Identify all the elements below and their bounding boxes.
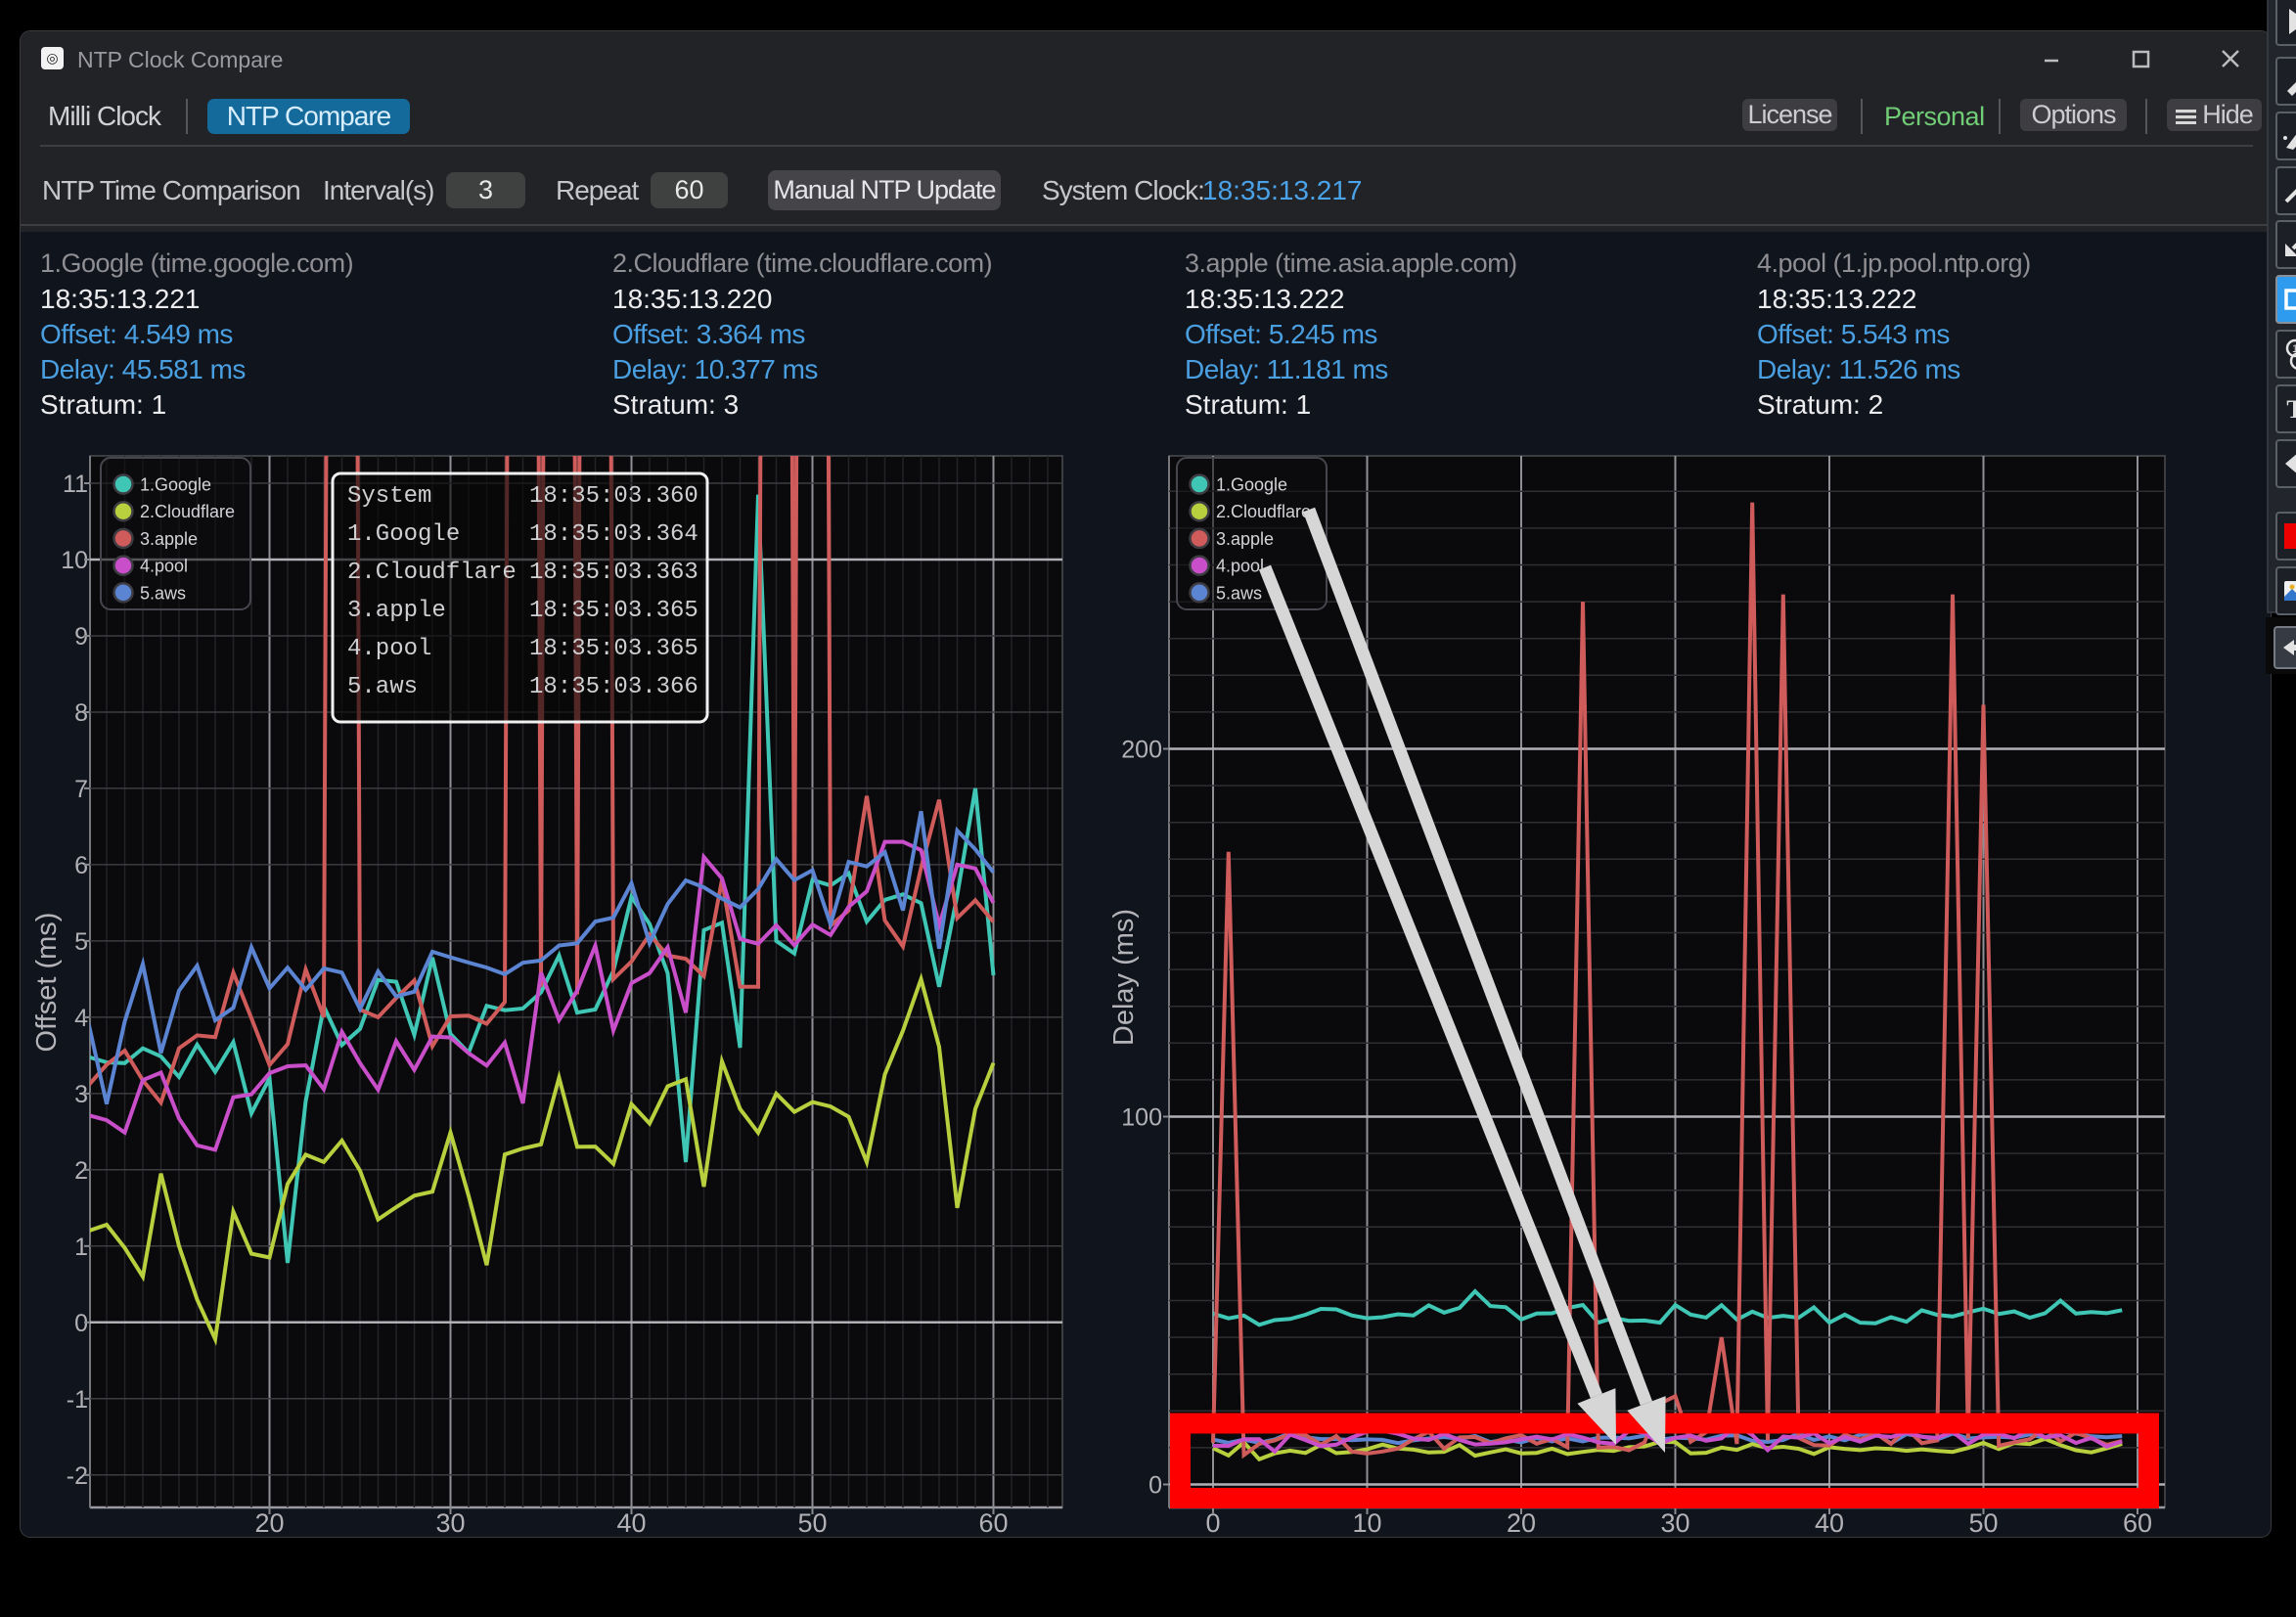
svg-text:18:35:03.366: 18:35:03.366 — [529, 674, 698, 700]
svg-text:4.pool: 4.pool — [1216, 557, 1264, 576]
svg-text:100: 100 — [1121, 1104, 1162, 1132]
svg-text:5.aws: 5.aws — [347, 674, 418, 700]
svg-text:Offset (ms): Offset (ms) — [31, 913, 63, 1053]
svg-text:1: 1 — [2292, 343, 2296, 355]
svg-text:2: 2 — [74, 1157, 88, 1185]
svg-text:5.aws: 5.aws — [1216, 583, 1262, 603]
svg-text:5: 5 — [74, 928, 88, 956]
svg-text:4.pool: 4.pool — [347, 636, 431, 662]
svg-text:Delay (ms): Delay (ms) — [1108, 909, 1140, 1046]
svg-text:18:35:03.360: 18:35:03.360 — [529, 483, 698, 510]
svg-text:1.Google: 1.Google — [347, 521, 460, 548]
svg-text:-1: -1 — [67, 1386, 88, 1414]
svg-text:18:35:03.365: 18:35:03.365 — [529, 636, 698, 662]
svg-text:4: 4 — [74, 1005, 88, 1032]
svg-text:18:35:03.363: 18:35:03.363 — [529, 560, 698, 586]
svg-text:10: 10 — [61, 547, 88, 574]
svg-text:1: 1 — [74, 1234, 88, 1261]
svg-text:2.Cloudflare: 2.Cloudflare — [1216, 502, 1311, 521]
svg-text:3.apple: 3.apple — [140, 529, 198, 549]
svg-text:8: 8 — [74, 699, 88, 727]
svg-text:18:35:03.365: 18:35:03.365 — [529, 598, 698, 624]
svg-text:3.apple: 3.apple — [347, 598, 446, 624]
svg-text:0: 0 — [74, 1310, 88, 1337]
svg-text:200: 200 — [1121, 737, 1162, 764]
svg-text:0: 0 — [1148, 1472, 1162, 1500]
svg-text:6: 6 — [74, 852, 88, 879]
svg-text:T: T — [2286, 395, 2296, 424]
svg-text:7: 7 — [74, 776, 88, 803]
svg-text:2.Cloudflare: 2.Cloudflare — [347, 560, 517, 586]
svg-text:System: System — [347, 483, 431, 510]
svg-text:18:35:03.364: 18:35:03.364 — [529, 521, 698, 548]
svg-text:-2: -2 — [67, 1462, 88, 1490]
svg-text:4.pool: 4.pool — [140, 557, 188, 576]
svg-text:0: 0 — [1205, 1508, 1220, 1538]
svg-text:1.Google: 1.Google — [1216, 475, 1287, 495]
svg-text:11: 11 — [63, 471, 88, 498]
svg-text:5.aws: 5.aws — [140, 583, 186, 603]
svg-text:3: 3 — [74, 1081, 88, 1108]
svg-text:2.Cloudflare: 2.Cloudflare — [140, 502, 235, 521]
svg-text:3.apple: 3.apple — [1216, 529, 1274, 549]
svg-text:9: 9 — [74, 623, 88, 651]
svg-text:1.Google: 1.Google — [140, 475, 211, 495]
